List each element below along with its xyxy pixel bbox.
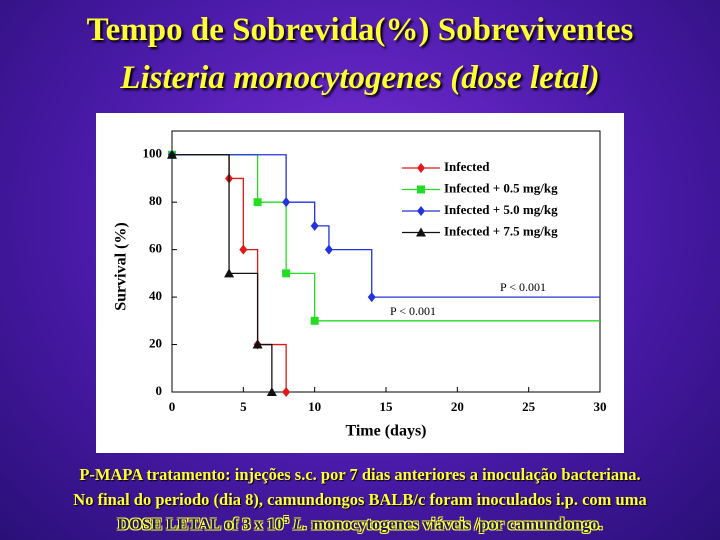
- marker: [416, 227, 426, 237]
- survival-curve: [172, 154, 600, 322]
- marker: [239, 244, 248, 255]
- y-tick-label: 40: [149, 288, 162, 303]
- plot-frame: [171, 130, 601, 393]
- y-tick-label: 60: [149, 241, 162, 256]
- y-tick-label: 20: [149, 336, 162, 351]
- marker: [282, 387, 291, 397]
- legend-label: Infected + 7.5 mg/kg: [444, 223, 558, 238]
- y-axis-label: Survival (%): [113, 222, 130, 310]
- x-tick-label: 25: [522, 399, 536, 414]
- marker: [282, 269, 291, 278]
- footer-text: DOSE LETAL of 3 x 10: [117, 514, 284, 534]
- marker: [253, 198, 262, 207]
- marker: [417, 163, 425, 173]
- x-tick-label: 10: [308, 399, 321, 414]
- y-tick-label: 100: [143, 146, 163, 161]
- footer-line: P-MAPA tratamento: injeções s.c. por 7 d…: [79, 465, 641, 484]
- legend-label: Infected: [444, 159, 490, 174]
- marker: [266, 387, 277, 396]
- footer-line: No final do periodo (dia 8), camundongos…: [73, 490, 647, 509]
- x-tick-label: 15: [380, 399, 394, 414]
- x-tick-label: 0: [169, 399, 176, 414]
- survival-curve: [172, 154, 600, 298]
- annotation: P < 0.001: [390, 304, 436, 318]
- survival-curve: [172, 154, 273, 392]
- footer-superscript: 5: [283, 514, 289, 526]
- marker: [224, 268, 235, 278]
- marker: [310, 220, 319, 231]
- marker: [324, 244, 333, 255]
- x-tick-label: 5: [240, 399, 247, 414]
- slide-title: Tempo de Sobrevida(%) Sobreviventes: [86, 12, 634, 48]
- footer-line: DOSE LETAL of 3 x 105 L. monocytogenes v…: [0, 514, 720, 535]
- legend-label: Infected + 0.5 mg/kg: [444, 180, 558, 195]
- marker: [252, 339, 263, 349]
- x-axis-label: Time (days): [345, 423, 426, 440]
- marker: [417, 206, 425, 216]
- annotation: P < 0.001: [500, 280, 546, 294]
- marker: [282, 197, 291, 208]
- legend-label: Infected + 5.0 mg/kg: [444, 202, 558, 217]
- marker: [367, 292, 376, 303]
- x-tick-label: 30: [594, 399, 607, 414]
- y-tick-label: 80: [149, 193, 162, 208]
- y-tick-label: 0: [156, 383, 163, 398]
- x-tick-label: 20: [451, 399, 464, 414]
- marker: [310, 316, 319, 325]
- marker: [417, 185, 425, 194]
- chart-panel: [96, 113, 624, 453]
- marker: [167, 149, 177, 159]
- footer-italic: L.: [293, 514, 308, 534]
- slide-subtitle: Listeria monocytogenes (dose letal): [120, 60, 600, 96]
- footer-text: monocytogenes viáveis /por camundongo.: [311, 514, 603, 534]
